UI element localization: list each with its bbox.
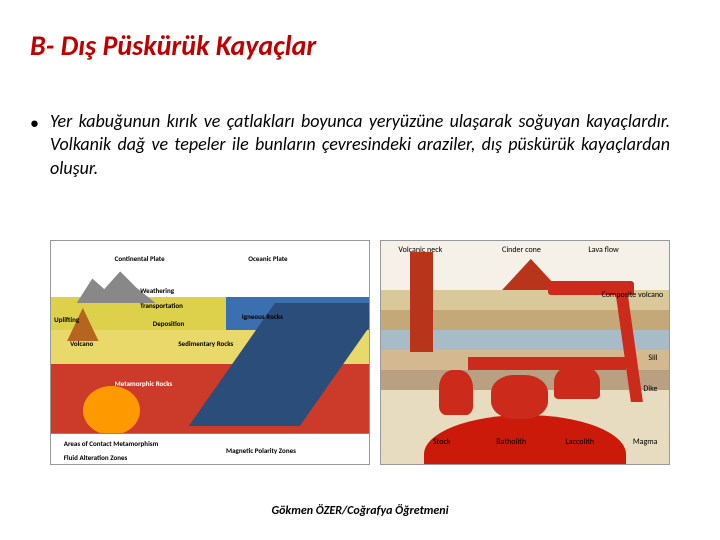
footer-author: Gökmen ÖZER/Coğrafya Öğretmeni bbox=[0, 504, 720, 518]
label-magma: Magma bbox=[633, 437, 658, 447]
label-transportation: Transportation bbox=[140, 301, 183, 310]
label-laccolith: Laccolith bbox=[565, 437, 594, 447]
legend-fluid: Fluid Alteration Zones bbox=[64, 453, 128, 462]
figure-plate-tectonics: Continental Plate Oceanic Plate Weatheri… bbox=[50, 240, 370, 465]
label-oceanic-plate: Oceanic Plate bbox=[248, 254, 287, 263]
label-sill: Sill bbox=[648, 353, 657, 363]
legend-metamorphism: Areas of Contact Metamorphism bbox=[64, 439, 159, 448]
body-paragraph: Yer kabuğunun kırık ve çatlakları boyunc… bbox=[50, 110, 670, 180]
label-stock: Stock bbox=[433, 437, 451, 447]
label-volcanic-neck: Volcanic neck bbox=[398, 245, 442, 255]
label-sedimentary: Sedimentary Rocks bbox=[178, 339, 233, 348]
label-continental-plate: Continental Plate bbox=[115, 254, 165, 263]
sill-intrusion bbox=[468, 357, 626, 370]
volcanic-neck bbox=[410, 252, 433, 352]
label-weathering: Weathering bbox=[140, 286, 174, 295]
figures-row: Continental Plate Oceanic Plate Weatheri… bbox=[50, 240, 670, 465]
stock-intrusion bbox=[439, 370, 474, 415]
page-title: B- Dış Püskürük Kayaçlar bbox=[30, 28, 316, 63]
label-lava-flow: Lava flow bbox=[588, 245, 618, 255]
label-deposition: Deposition bbox=[153, 319, 185, 328]
label-igneous: Igneous Rocks bbox=[242, 312, 283, 321]
label-metamorphic: Metamorphic Rocks bbox=[115, 379, 173, 388]
batholith-intrusion bbox=[491, 375, 549, 420]
bullet-marker: • bbox=[30, 112, 39, 134]
label-uplifting: Uplifting bbox=[54, 315, 79, 324]
label-cinder-cone: Cinder cone bbox=[502, 245, 541, 255]
label-dike: Dike bbox=[643, 384, 657, 394]
legend-magnetic: Magnetic Polarity Zones bbox=[226, 446, 296, 455]
laccolith-intrusion bbox=[554, 364, 600, 400]
label-composite-volcano: Composite volcano bbox=[601, 290, 663, 300]
hotspot bbox=[83, 386, 140, 435]
figure-volcanic-intrusions: Volcanic neck Cinder cone Lava flow Comp… bbox=[380, 240, 670, 465]
label-volcano: Volcano bbox=[70, 339, 93, 348]
label-batholith: Batholith bbox=[496, 437, 526, 447]
